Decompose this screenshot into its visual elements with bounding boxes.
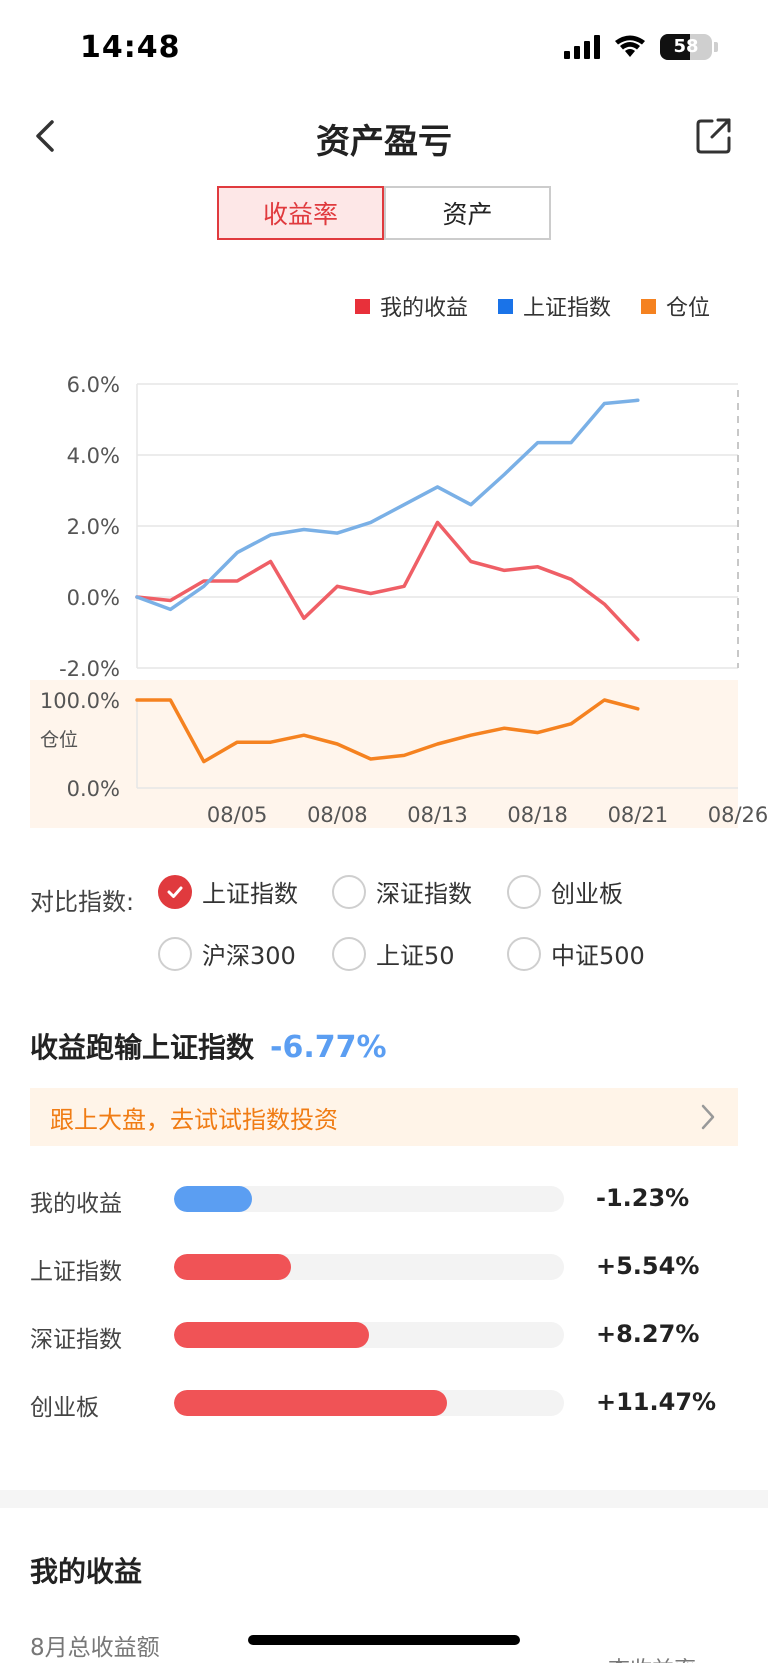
comparison-bar bbox=[174, 1322, 564, 1348]
option-label: 沪深300 bbox=[202, 942, 296, 970]
section-divider bbox=[0, 1490, 768, 1508]
y-tick-label: -2.0% bbox=[59, 657, 120, 681]
status-time: 14:48 bbox=[80, 30, 181, 65]
share-icon[interactable] bbox=[692, 114, 736, 158]
comparison-bar bbox=[174, 1390, 564, 1416]
comparison-label: 创业板 bbox=[30, 1395, 99, 1421]
option-csi300[interactable]: 沪深300 bbox=[158, 936, 296, 971]
legend-label: 上证指数 bbox=[522, 296, 611, 321]
comparison-bar bbox=[174, 1186, 564, 1212]
option-chinext[interactable]: 创业板 bbox=[507, 874, 623, 909]
x-tick-label: 08/18 bbox=[507, 803, 568, 827]
comparison-label: 我的收益 bbox=[30, 1191, 122, 1217]
page-title: 资产盈亏 bbox=[316, 122, 452, 162]
battery-icon: 58 bbox=[660, 34, 712, 60]
position-axis-label: 仓位 bbox=[40, 729, 78, 751]
radio-icon[interactable] bbox=[158, 936, 192, 971]
checked-radio-icon[interactable] bbox=[158, 874, 192, 909]
option-shenzhen-index[interactable]: 深证指数 bbox=[332, 874, 472, 909]
tab-return-rate[interactable]: 收益率 bbox=[217, 186, 384, 240]
y-tick-label: 0.0% bbox=[67, 586, 120, 610]
comparison-row-shanghai-index: 上证指数 +5.54% bbox=[30, 1248, 738, 1288]
radio-icon[interactable] bbox=[507, 874, 541, 909]
radio-icon[interactable] bbox=[332, 874, 366, 909]
option-sse50[interactable]: 上证50 bbox=[332, 936, 455, 971]
comparison-row-chinext: 创业板 +11.47% bbox=[30, 1384, 738, 1424]
shanghai-index-line bbox=[135, 398, 640, 612]
radio-icon[interactable] bbox=[507, 936, 541, 971]
comparison-value: +11.47% bbox=[596, 1388, 717, 1416]
chevron-right-icon bbox=[701, 1104, 715, 1130]
option-label: 中证500 bbox=[551, 942, 645, 970]
option-csi500[interactable]: 中证500 bbox=[507, 936, 645, 971]
status-bar: 14:48 58 bbox=[0, 0, 768, 100]
comparison-label: 上证指数 bbox=[30, 1259, 122, 1285]
legend-swatch bbox=[497, 298, 513, 314]
nav-bar: 资产盈亏 bbox=[0, 100, 768, 172]
comparison-bar bbox=[174, 1254, 564, 1280]
option-shanghai-index[interactable]: 上证指数 bbox=[158, 874, 298, 909]
chart-legend: 我的收益 上证指数 仓位 bbox=[354, 290, 710, 322]
y-tick-label: 0.0% bbox=[67, 777, 120, 801]
comparison-row-shenzhen-index: 深证指数 +8.27% bbox=[30, 1316, 738, 1356]
comparison-value: +5.54% bbox=[596, 1252, 700, 1280]
home-indicator bbox=[248, 1635, 520, 1645]
compare-label: 对比指数: bbox=[30, 888, 135, 916]
comparison-value: -1.23% bbox=[596, 1184, 690, 1212]
option-label: 创业板 bbox=[551, 880, 623, 908]
my-income-title: 我的收益 bbox=[30, 1555, 143, 1588]
option-label: 深证指数 bbox=[376, 880, 472, 908]
y-tick-label: 6.0% bbox=[67, 373, 120, 397]
tab-assets[interactable]: 资产 bbox=[384, 186, 551, 240]
cellular-signal-icon bbox=[564, 35, 600, 59]
y-tick-label: 100.0% bbox=[40, 689, 120, 713]
status-icons: 58 bbox=[564, 34, 718, 60]
x-tick-label: 08/26 bbox=[708, 803, 768, 827]
return-rate-link[interactable]: 查收益率 bbox=[608, 1652, 696, 1663]
summary-text: 收益跑输上证指数 bbox=[30, 1031, 255, 1064]
my-return-line bbox=[135, 520, 640, 642]
tab-switcher: 收益率 资产 bbox=[217, 186, 551, 240]
back-arrow-icon[interactable] bbox=[26, 114, 70, 158]
x-tick-label: 08/13 bbox=[407, 803, 468, 827]
option-label: 上证50 bbox=[376, 942, 455, 970]
month-income-label: 8月总收益额 bbox=[30, 1635, 160, 1661]
comparison-row-my-return: 我的收益 -1.23% bbox=[30, 1180, 738, 1220]
index-investing-banner[interactable]: 跟上大盘，去试试指数投资 bbox=[30, 1088, 738, 1146]
legend-swatch bbox=[640, 298, 656, 314]
y-tick-label: 2.0% bbox=[67, 515, 120, 539]
legend-position: 仓位 bbox=[640, 290, 710, 322]
return-chart[interactable]: 6.0% 4.0% 2.0% 0.0% -2.0% 100.0% 0.0% 仓位 08/05 08… bbox=[0, 350, 768, 830]
comparison-value: +8.27% bbox=[596, 1320, 700, 1348]
summary-value: -6.77% bbox=[270, 1030, 387, 1065]
legend-shanghai-index: 上证指数 bbox=[497, 290, 611, 322]
legend-label: 我的收益 bbox=[379, 296, 468, 321]
x-tick-label: 08/05 bbox=[207, 803, 268, 827]
radio-icon[interactable] bbox=[332, 936, 366, 971]
legend-swatch bbox=[354, 298, 370, 314]
legend-label: 仓位 bbox=[665, 296, 710, 321]
comparison-label: 深证指数 bbox=[30, 1327, 122, 1353]
wifi-icon bbox=[615, 35, 645, 57]
legend-my-return: 我的收益 bbox=[354, 290, 468, 322]
battery-level: 58 bbox=[673, 36, 699, 57]
option-label: 上证指数 bbox=[202, 880, 298, 908]
x-tick-label: 08/08 bbox=[307, 803, 368, 827]
promo-text: 跟上大盘，去试试指数投资 bbox=[50, 1105, 338, 1134]
x-tick-label: 08/21 bbox=[608, 803, 669, 827]
position-line bbox=[135, 698, 640, 764]
y-tick-label: 4.0% bbox=[67, 444, 120, 468]
summary-title: 收益跑输上证指数 -6.77% bbox=[30, 1026, 387, 1066]
